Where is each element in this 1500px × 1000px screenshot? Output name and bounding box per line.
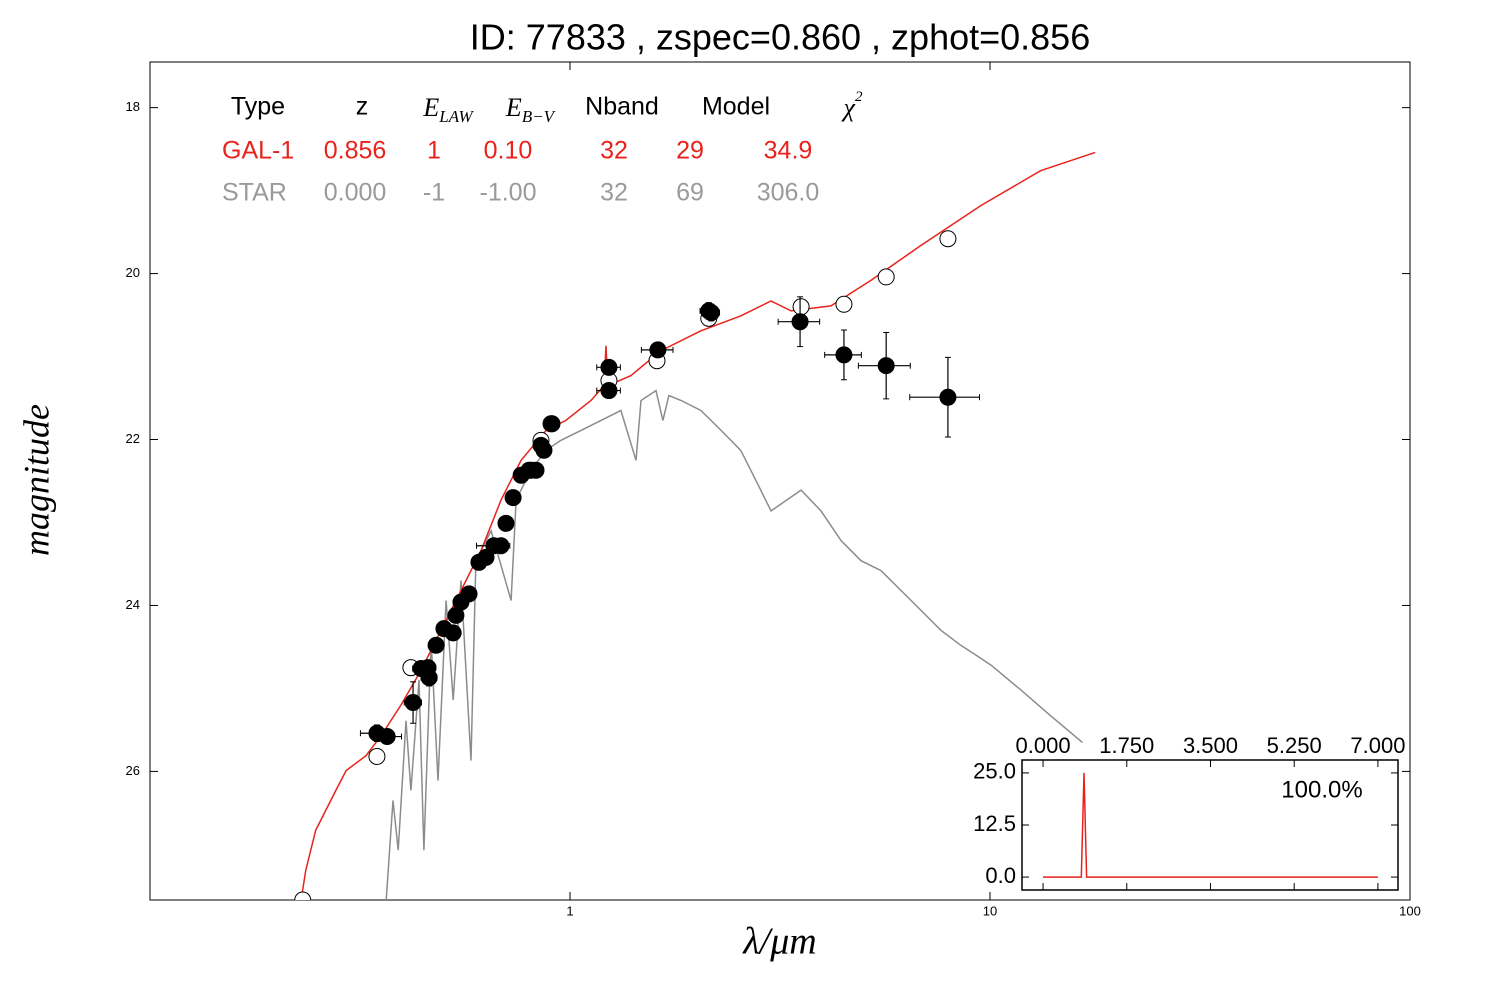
table-cell: 29 bbox=[676, 137, 704, 165]
observed-point bbox=[600, 382, 618, 400]
observed-point bbox=[477, 548, 495, 566]
model-point bbox=[877, 268, 895, 286]
table-cell: 34.9 bbox=[764, 137, 813, 165]
y-axis-label: magnitude bbox=[16, 404, 56, 556]
model-point bbox=[939, 230, 957, 248]
y-tick-label: 20 bbox=[126, 265, 140, 280]
table-cell: GAL-1 bbox=[222, 137, 294, 165]
header-sub: B−V bbox=[522, 107, 557, 126]
y-tick-label: 26 bbox=[126, 763, 140, 778]
observed-point bbox=[535, 441, 553, 459]
model-line bbox=[300, 151, 1096, 900]
y-tick-label: 24 bbox=[126, 597, 140, 612]
plot-area bbox=[294, 151, 1096, 900]
observed-point bbox=[504, 489, 522, 507]
y-tick-label: 22 bbox=[126, 431, 140, 446]
inset-x-tick-label: 0.000 bbox=[1016, 733, 1071, 758]
inset-x-tick-label: 5.250 bbox=[1267, 733, 1322, 758]
observed-point bbox=[877, 357, 895, 375]
header-sup: 2 bbox=[855, 89, 863, 105]
inset-label: 100.0% bbox=[1281, 776, 1362, 803]
inset-y-tick-label: 12.5 bbox=[973, 811, 1016, 836]
table-cell: 0.856 bbox=[324, 137, 387, 165]
table-cell: 32 bbox=[600, 179, 628, 207]
table-header: EB−V bbox=[505, 93, 557, 126]
table-cell: 306.0 bbox=[757, 179, 820, 207]
observed-point bbox=[791, 313, 809, 331]
observed-point bbox=[404, 694, 422, 712]
table-cell: 69 bbox=[676, 179, 704, 207]
table-cell: -1.00 bbox=[480, 179, 537, 207]
x-tick-label: 100 bbox=[1399, 903, 1421, 918]
model-point bbox=[368, 747, 386, 765]
header-base: E bbox=[422, 93, 439, 122]
inset-x-tick-label: 7.000 bbox=[1350, 733, 1405, 758]
observed-point bbox=[702, 304, 720, 322]
table-header: ELAW bbox=[422, 93, 474, 126]
table-cell: STAR bbox=[222, 179, 287, 207]
observed-point bbox=[527, 461, 545, 479]
observed-point bbox=[420, 669, 438, 687]
x-tick-label: 10 bbox=[983, 903, 997, 918]
observed-point bbox=[427, 636, 445, 654]
table-header: z bbox=[356, 93, 369, 121]
inset-y-tick-label: 25.0 bbox=[973, 759, 1016, 784]
chart-title: ID: 77833 , zspec=0.860 , zphot=0.856 bbox=[470, 17, 1090, 58]
header-base: E bbox=[505, 93, 522, 122]
table-header: Type bbox=[231, 93, 285, 121]
header-sub: LAW bbox=[438, 107, 474, 126]
observed-point bbox=[649, 341, 667, 359]
observed-point bbox=[460, 585, 478, 603]
observed-point bbox=[378, 728, 396, 746]
model-point bbox=[792, 298, 810, 316]
table-cell: -1 bbox=[423, 179, 445, 207]
inset-x-tick-label: 3.500 bbox=[1183, 733, 1238, 758]
header-base: χ bbox=[841, 93, 856, 122]
table-cell: 0.000 bbox=[324, 179, 387, 207]
pdf-line bbox=[1043, 772, 1378, 878]
observed-point bbox=[939, 388, 957, 406]
observed-point bbox=[497, 514, 515, 532]
table-header: χ2 bbox=[841, 89, 863, 122]
model-point bbox=[835, 295, 853, 313]
observed-point bbox=[835, 346, 853, 364]
model-point bbox=[294, 891, 312, 900]
table-header: Model bbox=[702, 93, 770, 121]
table-header: Nband bbox=[585, 93, 659, 121]
inset-x-tick-label: 1.750 bbox=[1099, 733, 1154, 758]
table-cell: 32 bbox=[600, 137, 628, 165]
table-cell: 0.10 bbox=[484, 137, 533, 165]
x-tick-label: 1 bbox=[566, 903, 573, 918]
observed-point bbox=[543, 415, 561, 433]
model-line bbox=[385, 389, 1083, 900]
y-tick-label: 18 bbox=[126, 99, 140, 114]
x-axis-label: λ/μm bbox=[742, 921, 817, 963]
table-cell: 1 bbox=[427, 137, 441, 165]
observed-point bbox=[444, 624, 462, 642]
observed-point bbox=[600, 358, 618, 376]
inset-y-tick-label: 0.0 bbox=[985, 863, 1016, 888]
observed-point bbox=[492, 537, 510, 555]
